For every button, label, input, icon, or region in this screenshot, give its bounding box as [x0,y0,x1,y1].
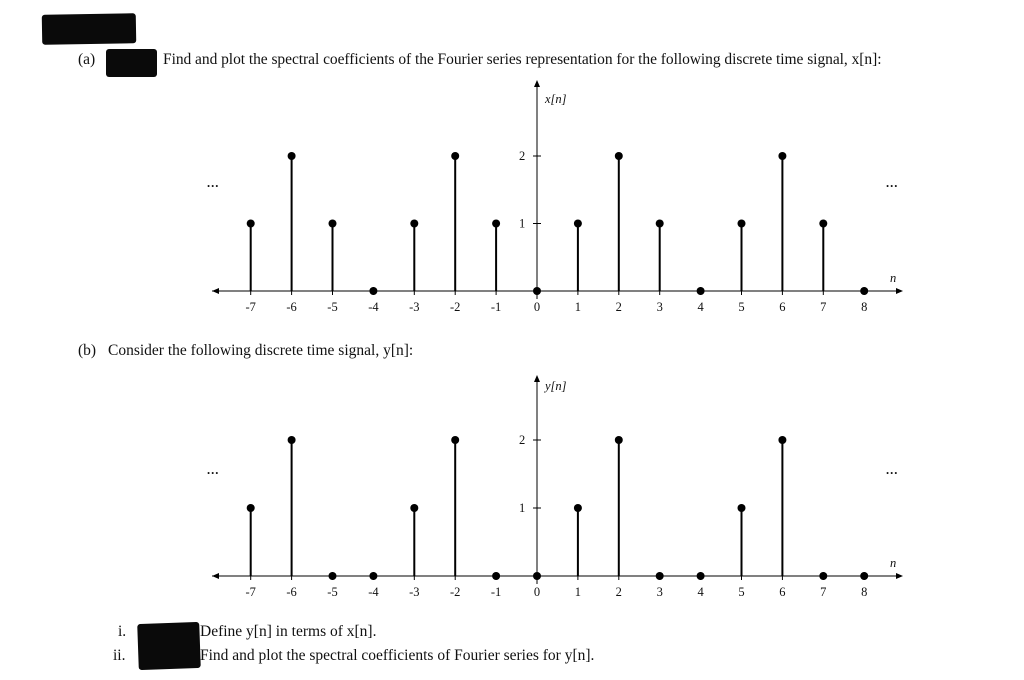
x-tick-label: 1 [575,300,581,314]
item-ii-label: ii. [113,647,126,664]
stem-marker [410,219,419,228]
x-tick-label: -1 [491,585,501,599]
stem-marker [369,572,378,580]
stem-marker [614,152,623,160]
x-tick-label: -7 [245,300,255,314]
x-tick-label: -6 [286,300,296,314]
x-tick-label: 3 [657,300,663,314]
part-b-label: (b) [78,342,97,359]
x-axis-right-arrow-icon [896,288,903,294]
x-axis-right-arrow-icon [896,573,903,579]
x-tick-label: 5 [738,300,744,314]
stem-marker [614,436,623,444]
y-tick-label: 2 [519,433,525,447]
x-axis-left-arrow-icon [212,288,219,294]
continuation-right: ... [886,463,898,477]
stem-marker [696,287,705,295]
x-tick-label: 3 [657,585,663,599]
item-i-label: i. [118,623,127,640]
y-tick-label: 1 [519,217,525,231]
part-a-text: Find and plot the spectral coefficients … [163,51,882,68]
stem-marker [819,219,828,228]
stem-marker [246,504,255,512]
y-axis-arrow-icon [534,375,540,382]
x-tick-label: -2 [450,585,460,599]
y-tick-label: 1 [519,501,525,515]
stem-marker [287,152,296,160]
stem-marker [328,219,337,228]
stem-marker [451,436,460,444]
stem-marker [737,219,746,228]
redaction-mark [106,49,157,77]
stem-marker [819,572,828,580]
stem-marker [696,572,705,580]
stem-marker [573,219,582,228]
stem-marker [533,287,541,295]
x-tick-label: -5 [327,585,337,599]
x-tick-label: 6 [779,300,785,314]
stem-marker [655,219,664,228]
x-tick-label: 2 [616,585,622,599]
x-tick-label: 7 [820,585,826,599]
stem-marker [573,504,582,512]
x-axis-label: n [890,556,896,570]
x-axis-left-arrow-icon [212,573,219,579]
stem-marker [778,436,787,444]
x-tick-label: 2 [616,300,622,314]
x-tick-label: -5 [327,300,337,314]
stem-marker [287,436,296,444]
stem-marker [369,287,378,295]
continuation-right: ... [886,176,898,190]
stem-marker [492,572,501,580]
x-tick-label: 1 [575,585,581,599]
continuation-left: ... [207,176,219,190]
x-tick-label: 4 [697,585,704,599]
x-tick-label: 8 [861,300,867,314]
x-axis-label: n [890,271,896,285]
stem-marker [860,572,869,580]
item-i-text: Define y[n] in terms of x[n]. [200,623,377,640]
x-tick-label: 0 [534,585,540,599]
stem-marker [778,152,787,160]
x-tick-label: -4 [368,585,379,599]
stem-marker [655,572,664,580]
y-axis-arrow-icon [534,80,540,87]
stem-marker [533,572,541,580]
x-tick-label: -1 [491,300,501,314]
stem-marker [328,572,337,580]
x-tick-label: -7 [245,585,255,599]
continuation-left: ... [207,463,219,477]
x-tick-label: -6 [286,585,296,599]
y-tick-label: 2 [519,149,525,163]
y-axis-label: x[n] [544,92,567,106]
x-tick-label: -2 [450,300,460,314]
x-tick-label: 4 [697,300,704,314]
item-ii-text: Find and plot the spectral coefficients … [200,647,595,664]
x-tick-label: -3 [409,585,419,599]
stem-marker [246,219,255,228]
stem-marker [410,504,419,512]
x-tick-label: 5 [738,585,744,599]
x-tick-label: 6 [779,585,785,599]
x-tick-label: 7 [820,300,826,314]
stem-marker [451,152,460,160]
x-tick-label: -3 [409,300,419,314]
stem-marker [492,219,501,228]
y-axis-label: y[n] [543,379,567,393]
part-b-text: Consider the following discrete time sig… [108,342,414,359]
x-tick-label: 8 [861,585,867,599]
part-a-label: (a) [78,51,96,68]
stem-marker [860,287,869,295]
x-tick-label: -4 [368,300,379,314]
x-tick-label: 0 [534,300,540,314]
stem-marker [737,504,746,512]
